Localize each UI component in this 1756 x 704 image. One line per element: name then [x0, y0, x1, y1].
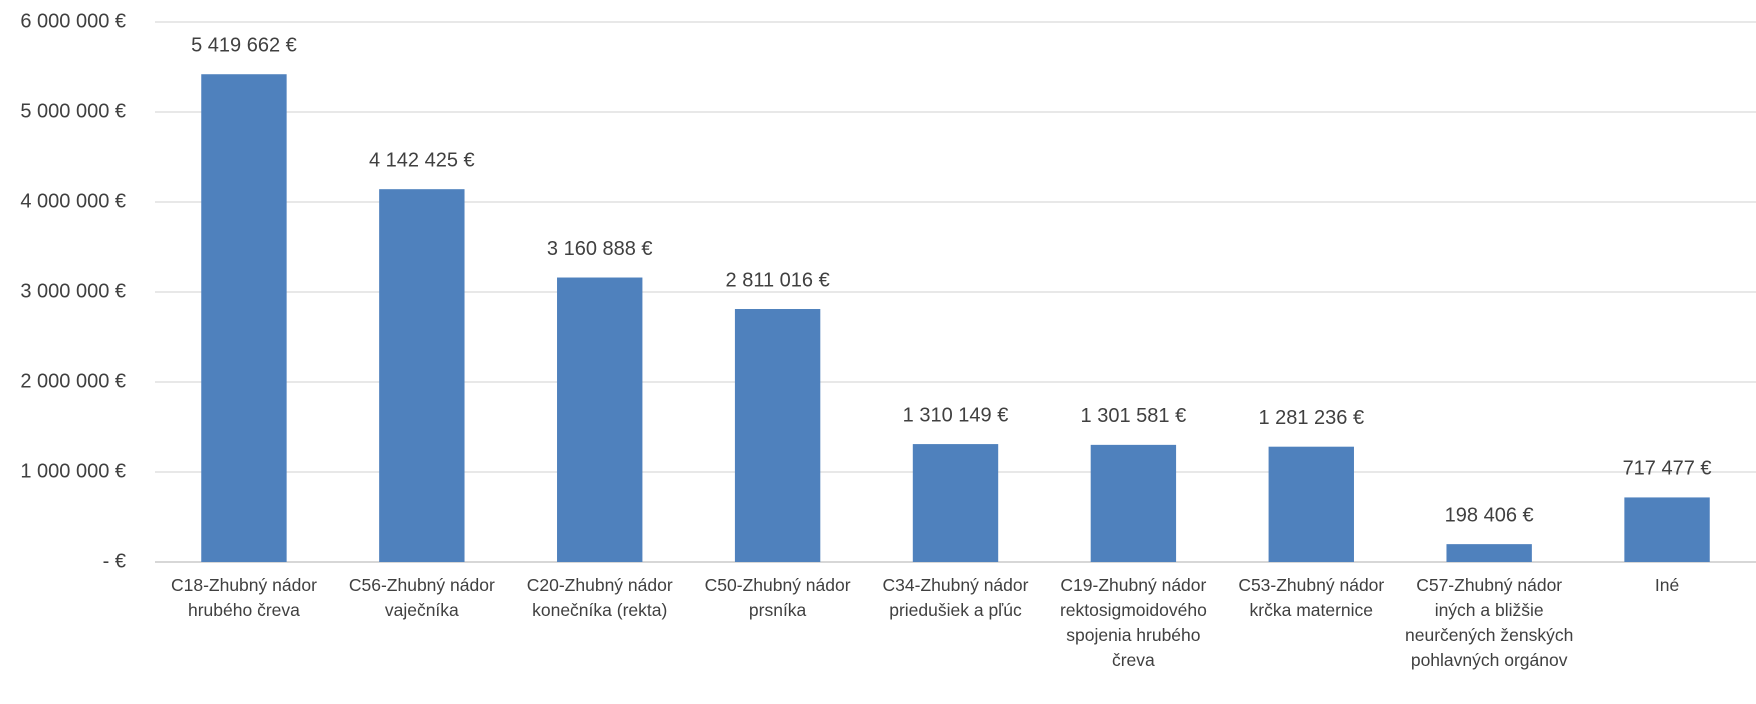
x-tick-label: C57-Zhubný nádor iných a bližšie neurčen… — [1405, 575, 1574, 670]
x-tick-label: C18-Zhubný nádor hrubého čreva — [170, 575, 317, 620]
y-tick-label: 6 000 000 € — [20, 10, 126, 32]
bar — [201, 74, 287, 563]
y-tick-label: 1 000 000 € — [20, 460, 126, 482]
data-label: 4 142 425 € — [369, 149, 475, 171]
x-tick-label: C53-Zhubný nádor krčka maternice — [1238, 575, 1385, 620]
x-tick-label: C56-Zhubný nádor vaječníka — [348, 575, 495, 620]
bar — [1624, 497, 1710, 562]
data-label: 3 160 888 € — [547, 238, 653, 260]
data-label: 2 811 016 € — [726, 269, 830, 291]
x-tick-label: C50-Zhubný nádor prsníka — [704, 575, 851, 620]
bar — [1446, 544, 1532, 562]
bar — [557, 277, 643, 562]
y-tick-label: 2 000 000 € — [20, 370, 126, 392]
bar — [1090, 444, 1177, 562]
data-label: 5 419 662 € — [191, 35, 297, 57]
bar — [734, 309, 821, 562]
data-label: 1 281 236 € — [1258, 407, 1364, 429]
bar — [379, 189, 465, 562]
y-tick-label: 4 000 000 € — [20, 190, 126, 212]
bar — [912, 444, 999, 562]
x-tick-label: C20-Zhubný nádor konečníka (rekta) — [526, 575, 673, 620]
y-tick-label: - € — [103, 550, 126, 572]
x-tick-label: C19-Zhubný nádor rektosigmoidového spoje… — [1059, 575, 1207, 670]
data-label: 198 406 € — [1445, 504, 1534, 526]
x-tick-label: C34-Zhubný nádor priedušiek a pľúc — [882, 575, 1029, 620]
data-label: 1 301 581 € — [1081, 405, 1187, 427]
bar — [1268, 446, 1354, 562]
y-tick-label: 3 000 000 € — [20, 280, 126, 302]
x-tick-label: Iné — [1654, 575, 1680, 595]
data-label: 1 310 149 € — [903, 404, 1009, 426]
data-label: 717 477 € — [1623, 458, 1712, 480]
y-tick-label: 5 000 000 € — [20, 100, 126, 122]
